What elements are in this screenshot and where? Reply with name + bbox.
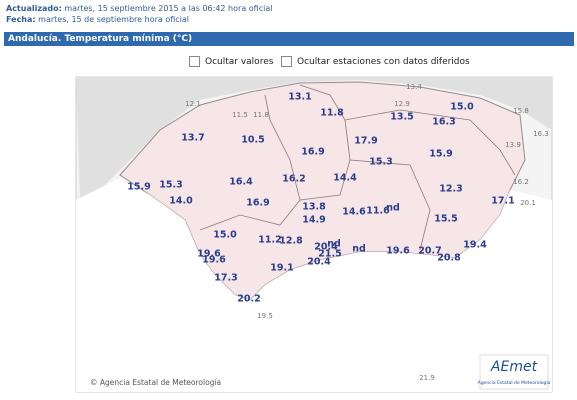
station-value: 16.2	[282, 174, 305, 185]
station-value: 17.1	[491, 196, 514, 207]
station-value: 14.9	[302, 215, 325, 226]
station-secondary: 11.8	[253, 111, 269, 119]
station-value: 13.7	[181, 133, 204, 144]
station-value: nd	[386, 203, 400, 214]
station-value: 12.8	[279, 236, 303, 247]
checkbox-box[interactable]	[281, 56, 292, 67]
station-value: 17.9	[354, 136, 377, 147]
station-value: 15.0	[213, 230, 237, 241]
logo: AEmet	[490, 359, 538, 375]
title-bar: Andalucía. Temperatura mínima (°C)	[4, 32, 574, 46]
station-secondary: 11.5	[232, 111, 248, 119]
station-secondary: 12.1	[185, 100, 201, 108]
station-value: 19.6	[197, 249, 221, 260]
checkbox[interactable]: Ocultar valores	[189, 56, 273, 67]
station-secondary: 20.1	[520, 199, 536, 207]
logo-sub: Agencia Estatal de Meteorología	[478, 379, 551, 386]
updated: Actualizado: martes, 15 septiembre 2015 …	[6, 4, 272, 13]
station-secondary: 13.4	[406, 83, 422, 91]
station-value: 19.4	[463, 240, 487, 251]
logo-box	[479, 354, 549, 390]
station-value: 12.3	[439, 184, 462, 195]
station-value: 14.4	[333, 173, 357, 184]
station-value: 20.7	[418, 246, 441, 257]
station-value: 15.5	[434, 214, 457, 225]
updated-value: martes, 15 septiembre 2015 a las 06:42 h…	[64, 4, 273, 13]
station-secondary: 21.9	[419, 374, 435, 382]
station-value: 15.3	[159, 180, 182, 191]
station-value: 20.4	[307, 257, 331, 268]
checkbox-box[interactable]	[189, 56, 200, 67]
station-value: 14.6	[342, 207, 366, 218]
station-value: 20.2	[237, 294, 260, 305]
station-secondary: 15.8	[513, 107, 529, 115]
station-secondary: 19.5	[257, 312, 273, 320]
station-value: 16.9	[301, 147, 324, 158]
station-value: nd	[327, 239, 341, 250]
station-value: 21.5	[318, 249, 341, 260]
province-borders	[199, 84, 516, 251]
date: Fecha: martes, 15 de septiembre hora ofi…	[6, 15, 189, 24]
station-value: 11.8	[320, 108, 344, 119]
station-value: 19.6	[386, 246, 410, 257]
station-value: 15.0	[450, 102, 474, 113]
station-secondary: 16.2	[513, 178, 529, 186]
station-value: 11.2	[258, 235, 281, 246]
station-value: 15.9	[429, 149, 452, 160]
station-value: 19.1	[270, 263, 293, 274]
station-value: 16.4	[229, 177, 253, 188]
station-value: 15.9	[127, 182, 150, 193]
station-value: 16.9	[246, 198, 269, 209]
station-secondary: 12.9	[394, 100, 410, 108]
station-secondary: 13.9	[505, 141, 521, 149]
station-value: 16.3	[432, 117, 455, 128]
credit: © Agencia Estatal de Meteorología	[90, 378, 221, 387]
station-value: 13.5	[390, 112, 413, 123]
outside-land	[76, 77, 552, 200]
station-value: 11.6	[366, 206, 390, 217]
station-value: 19.6	[202, 255, 226, 266]
station-value: 10.5	[241, 135, 264, 146]
station-value: nd	[352, 244, 366, 255]
station-value: 17.3	[214, 273, 237, 284]
checkbox[interactable]: Ocultar estaciones con datos diferidos	[281, 56, 470, 67]
station-value: 14.0	[169, 196, 193, 207]
date-label: Fecha:	[6, 15, 36, 24]
checkbox-label[interactable]: Ocultar estaciones con datos diferidos	[297, 56, 470, 67]
station-value: 13.8	[302, 202, 326, 213]
station-secondary: 16.3	[533, 130, 549, 138]
date-value: martes, 15 de septiembre hora oficial	[38, 15, 189, 24]
station-value: 20.4	[314, 242, 338, 253]
station-value: 20.8	[437, 253, 461, 264]
station-value: 15.3	[369, 157, 392, 168]
updated-label: Actualizado:	[6, 4, 62, 13]
checkbox-label[interactable]: Ocultar valores	[205, 56, 274, 67]
station-value: 13.1	[288, 92, 311, 103]
sea	[76, 178, 552, 392]
